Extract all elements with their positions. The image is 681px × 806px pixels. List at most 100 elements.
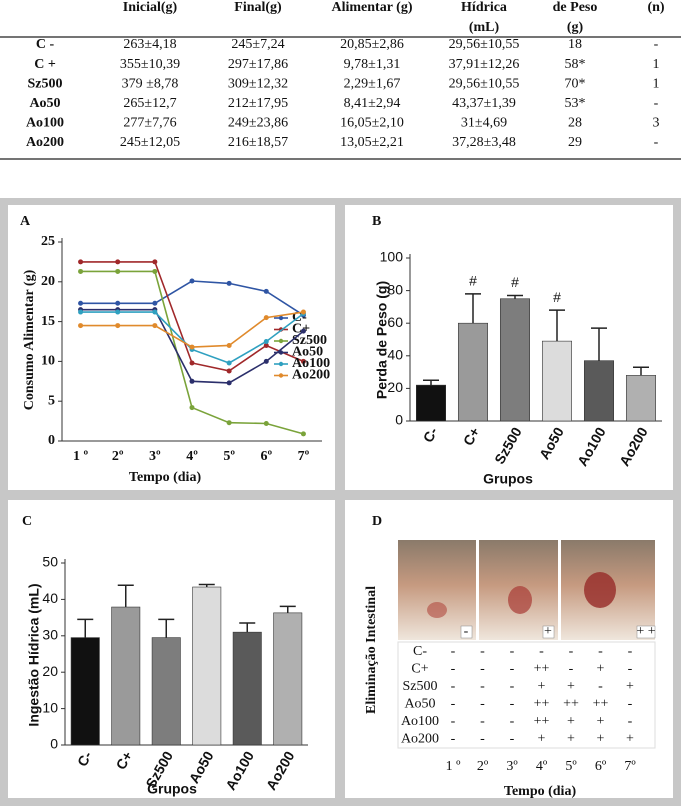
table-cell: 53* <box>565 96 586 111</box>
cell: - <box>451 679 456 694</box>
row-label: Ao50 <box>404 697 435 712</box>
table-cell: 37,28±3,48 <box>452 135 516 150</box>
table-cell: 28 <box>568 116 582 131</box>
x-tick-label: 3º <box>506 759 518 774</box>
cell: + <box>597 732 605 747</box>
point <box>78 268 84 274</box>
legend-label: Ao200 <box>292 368 330 383</box>
table-cell: 1 <box>653 76 660 91</box>
point <box>263 315 269 321</box>
photo <box>398 540 476 640</box>
x-tick-label: 5º <box>565 759 577 774</box>
row-label: Ao200 <box>26 135 64 150</box>
x-axis-label: Grupos <box>483 471 533 487</box>
y-axis-label: Eliminação Intestinal <box>364 586 379 714</box>
y-tick-label: 0 <box>50 736 58 752</box>
table-cell: 43,37±1,39 <box>452 96 516 111</box>
panel-label: D <box>372 514 382 529</box>
row-label: Sz500 <box>28 76 63 91</box>
table-cell: 3 <box>653 116 660 131</box>
row-label: C - <box>36 37 55 52</box>
error-bar <box>549 309 565 342</box>
point <box>152 259 158 265</box>
y-tick-label: 25 <box>41 234 55 249</box>
cell: - <box>451 697 456 712</box>
error-bar <box>279 605 296 613</box>
cell: - <box>480 679 485 694</box>
cell: - <box>451 732 456 747</box>
row-label: C+ <box>411 662 428 677</box>
cell: - <box>480 644 485 659</box>
table-header: (mL) <box>469 20 500 35</box>
legend-marker <box>278 361 284 367</box>
table-cell: 245±7,24 <box>231 37 284 52</box>
point <box>115 309 121 315</box>
point <box>300 431 306 437</box>
x-tick-label: 7º <box>624 759 636 774</box>
photo-detail <box>584 572 616 608</box>
table-cell: 31±4,69 <box>461 116 507 131</box>
point <box>300 328 306 334</box>
error-bar <box>117 584 134 608</box>
point <box>189 344 195 350</box>
photo-label: - <box>464 624 469 639</box>
point <box>263 342 269 348</box>
point <box>78 323 84 329</box>
table-header: (g) <box>567 20 584 35</box>
cell: - <box>628 644 633 659</box>
cell: + <box>567 732 575 747</box>
point <box>189 278 195 284</box>
error-bar <box>591 327 607 361</box>
point <box>152 268 158 274</box>
y-tick-label: 20 <box>41 274 55 289</box>
x-tick-label: 1 º <box>73 449 89 464</box>
table-cell: 1 <box>653 57 660 72</box>
error-bar <box>198 583 215 588</box>
y-tick-label: 5 <box>48 393 55 408</box>
d-table <box>397 641 656 749</box>
bar <box>151 637 181 746</box>
table-cell: 29,56±10,55 <box>449 37 520 52</box>
x-tick-label: C+ <box>113 748 136 772</box>
table-cell: 18 <box>568 37 582 52</box>
bar <box>499 298 530 422</box>
photo-label-box <box>636 625 656 639</box>
y-tick-label: 20 <box>387 379 403 395</box>
cell: - <box>510 644 515 659</box>
y-tick-label: 50 <box>42 554 58 570</box>
point <box>226 420 232 426</box>
cell: - <box>598 644 603 659</box>
cell: - <box>510 732 515 747</box>
y-tick-label: 0 <box>48 433 55 448</box>
x-tick-label: 1 º <box>446 759 462 774</box>
row-label: Ao50 <box>29 96 60 111</box>
bar <box>541 340 572 422</box>
x-tick-label: 2º <box>477 759 489 774</box>
x-tick-label: 7º <box>298 449 310 464</box>
point <box>226 368 232 374</box>
table-cell: 16,05±2,10 <box>340 116 404 131</box>
bar <box>273 612 303 746</box>
photo-label-box <box>460 625 473 639</box>
row-label: Sz500 <box>403 679 438 694</box>
table-header: (n) <box>647 0 664 15</box>
x-tick-label: 3º <box>149 449 161 464</box>
bar <box>415 384 446 422</box>
photo-label-box <box>542 625 555 639</box>
table-cell: 212±17,95 <box>228 96 288 111</box>
cell: - <box>510 679 515 694</box>
table-cell: 58* <box>565 57 586 72</box>
cell: - <box>480 732 485 747</box>
cell: - <box>628 662 633 677</box>
table-cell: 20,85±2,86 <box>340 37 404 52</box>
error-bar <box>633 366 649 376</box>
bar <box>232 631 262 746</box>
y-tick-label: 10 <box>41 354 55 369</box>
table-header: Alimentar (g) <box>332 0 413 15</box>
y-tick-label: 20 <box>42 663 58 679</box>
cell: - <box>480 662 485 677</box>
point <box>189 405 195 411</box>
cell: - <box>539 644 544 659</box>
legend-marker <box>278 315 284 321</box>
